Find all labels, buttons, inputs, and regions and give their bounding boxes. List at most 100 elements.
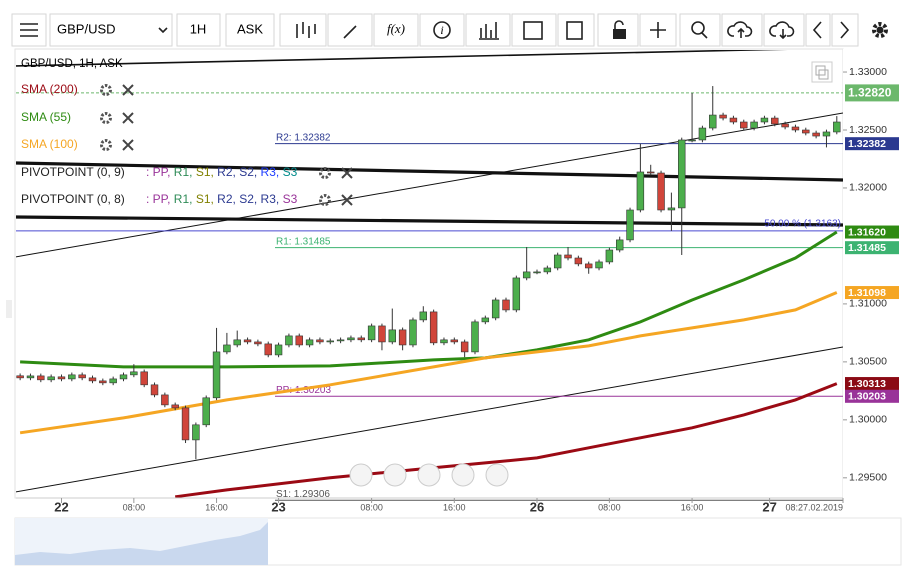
nav-left[interactable] xyxy=(349,463,373,487)
sma-line xyxy=(19,291,838,435)
candle-body xyxy=(305,339,314,346)
info-button[interactable] xyxy=(419,13,465,47)
navigator-area xyxy=(15,522,268,565)
fib-label: 50.00 % (1.3163) xyxy=(764,219,841,230)
sma-line xyxy=(175,382,838,499)
candle-body xyxy=(357,337,365,341)
settings-icon[interactable] xyxy=(100,84,112,96)
candle-body xyxy=(491,299,500,319)
pivot-label: R1: 1.31485 xyxy=(276,236,331,247)
legend: GBP/USD, 1H, ASK SMA (200) SMA (55) SMA (1… xyxy=(21,58,353,206)
nav-right[interactable] xyxy=(485,463,509,487)
calendar-button[interactable] xyxy=(511,13,557,47)
candle-body xyxy=(781,123,789,128)
indicator-parts: : PP, R1, S1, R2, S2, R3, S3 xyxy=(146,192,298,206)
candle-body xyxy=(347,337,355,341)
indicator-name: PIVOTPOINT (0, 9) xyxy=(21,165,125,179)
x-tick-label: 08:00 xyxy=(598,502,621,512)
indicators-button[interactable] xyxy=(373,13,419,47)
indicator-part: S2, xyxy=(239,192,260,206)
settings-icon[interactable] xyxy=(100,112,112,124)
lock-shackle xyxy=(614,20,624,29)
indicator-part: R1, xyxy=(174,165,196,179)
price-badge-label: 1.31098 xyxy=(848,287,886,299)
zoom-button[interactable] xyxy=(679,13,721,47)
toolbar: GBP/USD 1H ASK f(x) i xyxy=(11,13,888,47)
candle-body xyxy=(833,121,841,133)
price-axis xyxy=(843,49,901,498)
remove-icon[interactable] xyxy=(122,139,134,151)
volume-button[interactable] xyxy=(465,13,511,47)
next-button[interactable] xyxy=(831,13,859,47)
candle-body xyxy=(192,424,200,441)
candle-body xyxy=(109,378,117,384)
candle-body xyxy=(812,132,820,137)
indicator-name: PIVOTPOINT (0, 8) xyxy=(21,192,125,206)
candle-body xyxy=(481,317,490,323)
price-badge xyxy=(845,389,899,403)
indicator-part: R3, xyxy=(261,192,283,206)
settings-icon[interactable] xyxy=(100,139,112,151)
indicator-part: S1, xyxy=(196,192,217,206)
candle-body xyxy=(326,340,334,343)
candle-body xyxy=(522,271,531,279)
x-tick-label: 22 xyxy=(54,499,68,514)
remove-icon[interactable] xyxy=(122,84,134,96)
expand-button[interactable] xyxy=(811,61,833,83)
prev-button[interactable] xyxy=(805,13,831,47)
indicator-part: R3, xyxy=(261,165,283,179)
price-badge xyxy=(845,225,899,239)
price-badge-label: 1.32820 xyxy=(848,86,892,100)
candle-body xyxy=(574,257,583,265)
candle-body xyxy=(543,267,552,273)
info-text: i xyxy=(440,23,443,37)
report-button[interactable] xyxy=(557,13,595,47)
pivot-label: R2: 1.32382 xyxy=(276,132,331,143)
y-tick-label: 1.30000 xyxy=(849,414,887,426)
y-tick-label: 1.30500 xyxy=(849,356,887,368)
candle-body xyxy=(615,239,624,251)
candle-body xyxy=(409,319,417,346)
candle-body xyxy=(37,375,45,381)
pivot-label: PP: 1.30203 xyxy=(276,385,331,396)
settings-icon[interactable] xyxy=(319,167,331,179)
download-icon xyxy=(769,21,795,40)
indicator-part: R2, xyxy=(217,192,239,206)
legend-item: SMA (100) xyxy=(21,137,78,151)
nav-zoom-in[interactable] xyxy=(451,463,475,487)
nav-reset[interactable] xyxy=(417,463,441,487)
candle-body xyxy=(626,209,634,241)
report-icon xyxy=(566,21,583,40)
splitter-handle[interactable] xyxy=(6,300,12,318)
price-type-button[interactable] xyxy=(225,13,275,47)
indicator-part: : PP, xyxy=(146,192,174,206)
candle-body xyxy=(802,129,810,134)
crosshair-icon xyxy=(650,22,666,38)
candle-body xyxy=(595,261,603,269)
candle-body xyxy=(719,114,727,119)
draw-icon xyxy=(343,25,357,39)
draw-button[interactable] xyxy=(327,13,373,47)
symbol-select[interactable] xyxy=(49,13,173,47)
x-tick-label: 16:00 xyxy=(443,502,466,512)
candle-body xyxy=(698,127,707,141)
price-badge xyxy=(845,286,899,300)
candle-body xyxy=(78,374,86,379)
candle-body xyxy=(584,263,593,269)
candle-body xyxy=(564,254,572,259)
remove-icon[interactable] xyxy=(341,194,353,206)
candle-body xyxy=(171,404,179,409)
remove-icon[interactable] xyxy=(341,167,353,179)
candle-body xyxy=(688,139,696,142)
candle-body xyxy=(429,311,438,344)
timeframe-button[interactable] xyxy=(176,13,221,47)
indicator-part: R2, xyxy=(217,165,239,179)
settings-icon[interactable] xyxy=(872,22,888,38)
settings-icon[interactable] xyxy=(319,194,331,206)
nav-zoom-out[interactable] xyxy=(383,463,407,487)
x-tick-label: 08:00 xyxy=(123,502,146,512)
trendline xyxy=(16,50,788,67)
remove-icon[interactable] xyxy=(122,112,134,124)
y-tick-label: 1.29500 xyxy=(849,472,887,484)
candle-body xyxy=(709,114,717,129)
